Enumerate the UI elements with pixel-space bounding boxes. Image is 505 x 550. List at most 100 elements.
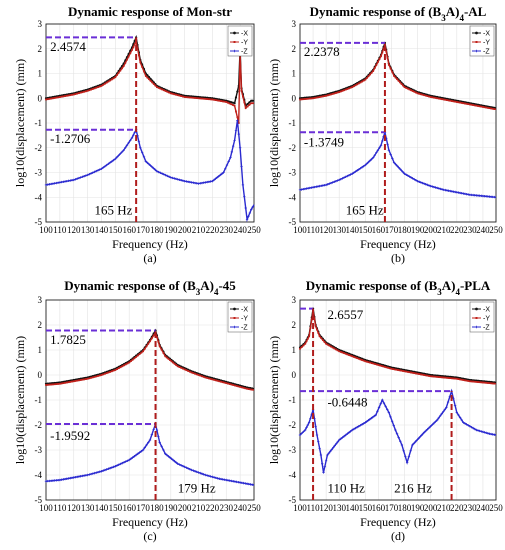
data-point-z <box>339 437 343 440</box>
data-point-y <box>493 382 496 385</box>
data-point-z <box>224 167 227 170</box>
y-tick-label: -1 <box>289 118 297 128</box>
data-point-z <box>419 181 423 184</box>
data-point-z <box>204 473 207 477</box>
x-tick-label: 190 <box>164 503 178 513</box>
x-tick-label: 220 <box>450 225 464 235</box>
data-point-z <box>114 157 117 161</box>
x-tick-label: 240 <box>476 225 490 235</box>
x-tick-label: 150 <box>109 225 123 235</box>
data-point-y <box>423 94 426 97</box>
data-point-z <box>84 174 88 177</box>
data-point-y <box>159 87 162 90</box>
legend-label-y: -Y <box>483 40 490 47</box>
data-point-y <box>395 368 398 371</box>
data-point-z <box>211 179 214 183</box>
data-point-y <box>235 110 237 113</box>
x-tick-label: 220 <box>450 503 464 513</box>
data-point-z <box>401 170 405 174</box>
data-point-y <box>171 92 174 95</box>
data-point-y <box>188 96 191 99</box>
data-point-y <box>197 97 200 100</box>
data-point-z <box>453 404 457 407</box>
data-point-y <box>187 370 190 372</box>
data-point-z <box>351 172 354 175</box>
data-point-y <box>493 108 496 110</box>
data-point-z <box>409 176 413 179</box>
y-tick-label: 3 <box>292 295 297 305</box>
data-point-z <box>416 179 419 183</box>
data-point-z <box>152 428 155 431</box>
legend-marker-y <box>475 317 478 319</box>
data-point-z <box>485 431 488 435</box>
data-point-z <box>128 458 131 462</box>
data-point-z <box>481 430 485 434</box>
annotation-label: 2.4574 <box>50 39 86 54</box>
data-point-y <box>415 372 417 375</box>
data-point-y <box>491 107 494 110</box>
data-point-z <box>486 432 490 435</box>
x-tick-label: 130 <box>81 503 95 513</box>
y-tick-label: 0 <box>38 93 43 103</box>
data-point-y <box>349 354 352 357</box>
data-point-y <box>180 366 183 369</box>
data-point-z <box>470 425 473 429</box>
data-point-y <box>315 96 318 99</box>
data-point-z <box>404 455 407 458</box>
data-point-z <box>346 432 349 435</box>
data-point-z <box>230 150 234 154</box>
data-point-y <box>449 99 452 102</box>
data-point-y <box>141 66 144 68</box>
data-point-y <box>308 97 311 100</box>
data-point-z <box>400 443 404 447</box>
data-point-z <box>483 431 486 434</box>
data-point-z <box>124 460 127 463</box>
data-point-z <box>152 167 155 170</box>
data-point-z <box>465 423 468 426</box>
x-tick-label: 210 <box>437 503 451 513</box>
x-tick-label: 120 <box>67 503 81 513</box>
data-point-y <box>45 98 47 101</box>
panel-caption: (d) <box>391 529 405 543</box>
legend-marker-x <box>475 31 478 35</box>
data-point-y <box>344 88 347 91</box>
chart-title: Dynamic response of Mon-str <box>68 4 232 19</box>
x-axis-label: Frequency (Hz) <box>112 237 188 251</box>
data-point-y <box>346 88 349 90</box>
data-point-y <box>433 96 435 99</box>
data-point-y <box>419 93 422 96</box>
legend-label-x: -X <box>483 307 490 314</box>
data-point-y <box>302 98 305 101</box>
data-point-y <box>380 365 383 367</box>
data-point-z <box>251 483 254 486</box>
data-point-y <box>482 381 484 384</box>
data-point-z <box>333 180 336 183</box>
legend-label-y: -Y <box>241 40 248 47</box>
data-point-y <box>209 378 212 380</box>
data-point-y <box>98 85 101 88</box>
data-point-z <box>307 421 311 424</box>
y-tick-label: -3 <box>289 445 297 455</box>
data-point-y <box>202 375 205 378</box>
data-point-y <box>148 78 150 81</box>
data-point-y <box>121 365 124 368</box>
data-point-y <box>452 100 455 103</box>
data-point-y <box>452 377 455 380</box>
data-point-y <box>321 95 324 98</box>
data-point-z <box>341 177 344 180</box>
data-point-z <box>100 167 103 170</box>
data-point-z <box>305 426 308 429</box>
annotation-label: -1.2706 <box>50 131 91 146</box>
data-point-y <box>133 43 136 46</box>
data-point-y <box>486 382 489 384</box>
data-point-z <box>367 160 370 164</box>
data-point-z <box>302 430 305 433</box>
data-point-z <box>160 172 164 175</box>
data-point-y <box>105 372 108 375</box>
data-point-y <box>449 377 452 380</box>
data-point-z <box>384 405 387 408</box>
data-point-z <box>211 475 214 479</box>
data-point-y <box>102 373 105 376</box>
data-point-z <box>409 449 412 453</box>
data-point-z <box>341 436 344 439</box>
